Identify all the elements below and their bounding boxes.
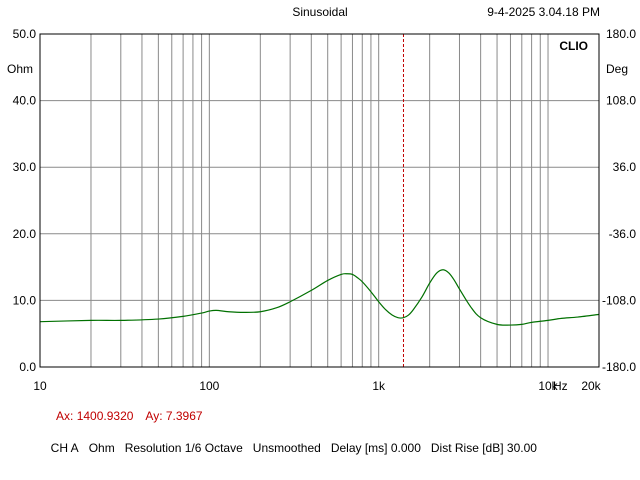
- y2-tick-label: -180.0: [602, 360, 636, 374]
- channel-label[interactable]: CH A: [50, 441, 79, 455]
- y2-axis-label: Deg: [606, 62, 628, 76]
- smoothing-label[interactable]: Unsmoothed: [252, 441, 321, 455]
- timestamp: 9-4-2025 3.04.18 PM: [487, 5, 600, 19]
- resolution-label[interactable]: Resolution 1/6 Octave: [124, 441, 243, 455]
- y2-tick-label: 108.0: [606, 94, 636, 108]
- x-tick-label: 1k: [372, 379, 386, 393]
- status-bar: CH A Ohm Resolution 1/6 Octave Unsmoothed De…: [44, 427, 547, 455]
- cursor-readout: Ax: 1400.9320 Ay: 7.3967: [50, 395, 215, 423]
- mode-title: Sinusoidal: [292, 5, 347, 19]
- y-tick-label: 30.0: [13, 160, 37, 174]
- y-tick-label: 0.0: [19, 360, 36, 374]
- cursor-ay: Ay: 7.3967: [145, 409, 203, 423]
- grid: [40, 34, 599, 367]
- plot-frame: [39, 33, 600, 368]
- y-tick-label: 40.0: [13, 94, 37, 108]
- y-axis-label: Ohm: [7, 62, 33, 76]
- y-tick-label: 10.0: [13, 293, 37, 307]
- plot-area: [40, 34, 599, 367]
- dist-rise-label[interactable]: Dist Rise [dB] 30.00: [430, 441, 537, 455]
- cursor-ax: Ax: 1400.9320: [56, 409, 134, 423]
- unit-label[interactable]: Ohm: [88, 441, 115, 455]
- x-axis-unit: Hz: [553, 379, 568, 393]
- y2-tick-label: -36.0: [609, 227, 637, 241]
- y2-tick-label: -108.0: [602, 293, 636, 307]
- x-tick-label: 20k: [581, 379, 601, 393]
- y2-tick-label: 36.0: [613, 160, 637, 174]
- delay-label[interactable]: Delay [ms] 0.000: [330, 441, 421, 455]
- x-tick-label: 100: [199, 379, 219, 393]
- x-tick-label: 10k: [538, 379, 558, 393]
- impedance-curve: [39, 269, 600, 326]
- tick-labels: 0.0 10.0 20.0 30.0 40.0 50.0 -180.0 -108.0 -36.0…: [13, 27, 637, 393]
- brand-label: CLIO: [559, 39, 588, 53]
- y-tick-label: 20.0: [13, 227, 37, 241]
- y2-tick-label: 180.0: [606, 27, 636, 41]
- x-tick-label: 10: [33, 379, 47, 393]
- y-tick-label: 50.0: [13, 27, 37, 41]
